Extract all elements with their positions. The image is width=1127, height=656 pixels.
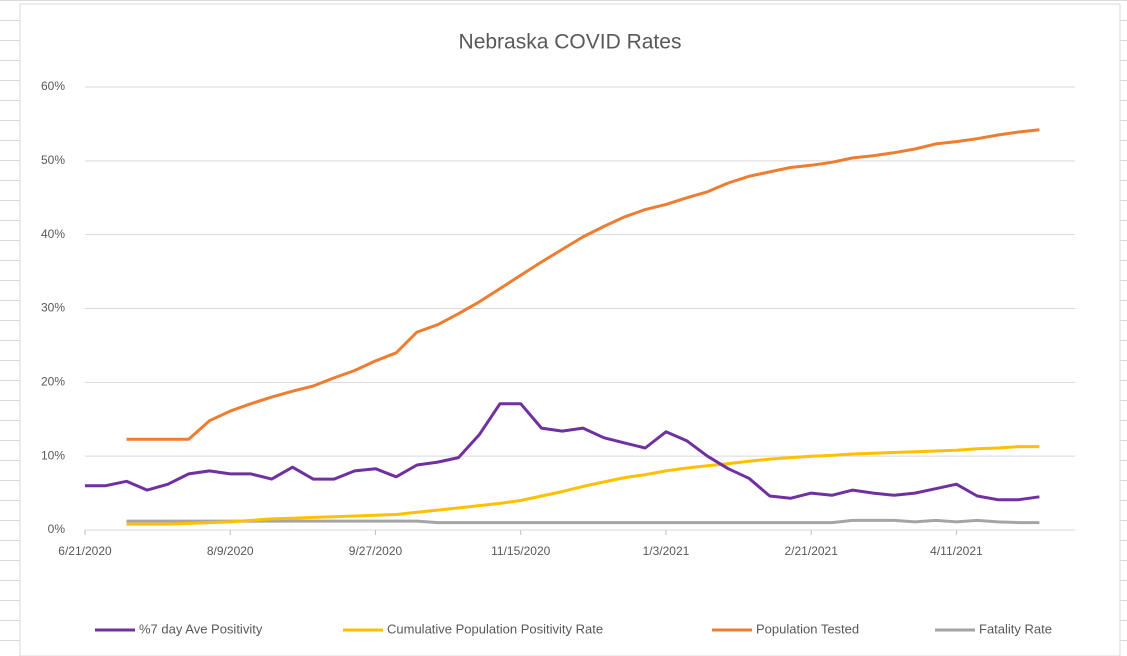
x-tick-label: 1/3/2021 — [643, 544, 690, 558]
y-tick-label: 30% — [41, 301, 65, 315]
x-tick-label: 9/27/2020 — [349, 544, 403, 558]
y-tick-label: 50% — [41, 153, 65, 167]
y-tick-label: 40% — [41, 227, 65, 241]
y-tick-label: 0% — [48, 522, 66, 536]
x-tick-label: 4/11/2021 — [930, 544, 983, 558]
x-tick-label: 8/9/2020 — [207, 544, 254, 558]
chart-title: Nebraska COVID Rates — [459, 31, 682, 54]
legend-label: Cumulative Population Positivity Rate — [387, 621, 603, 636]
legend-label: Population Tested — [756, 621, 859, 636]
chart-area — [19, 3, 1121, 656]
x-tick-label: 11/15/2020 — [491, 544, 550, 558]
y-tick-label: 60% — [41, 79, 65, 93]
x-tick-label: 2/21/2021 — [785, 544, 839, 558]
series-line — [126, 518, 1040, 525]
legend-label: %7 day Ave Positivity — [139, 621, 263, 636]
series-line — [126, 128, 1040, 441]
series-line — [126, 445, 1040, 526]
y-tick-label: 20% — [41, 375, 65, 389]
x-tick-label: 6/21/2020 — [58, 544, 112, 558]
series-line — [85, 402, 1040, 502]
y-tick-label: 10% — [41, 448, 65, 462]
legend-label: Fatality Rate — [979, 621, 1052, 636]
